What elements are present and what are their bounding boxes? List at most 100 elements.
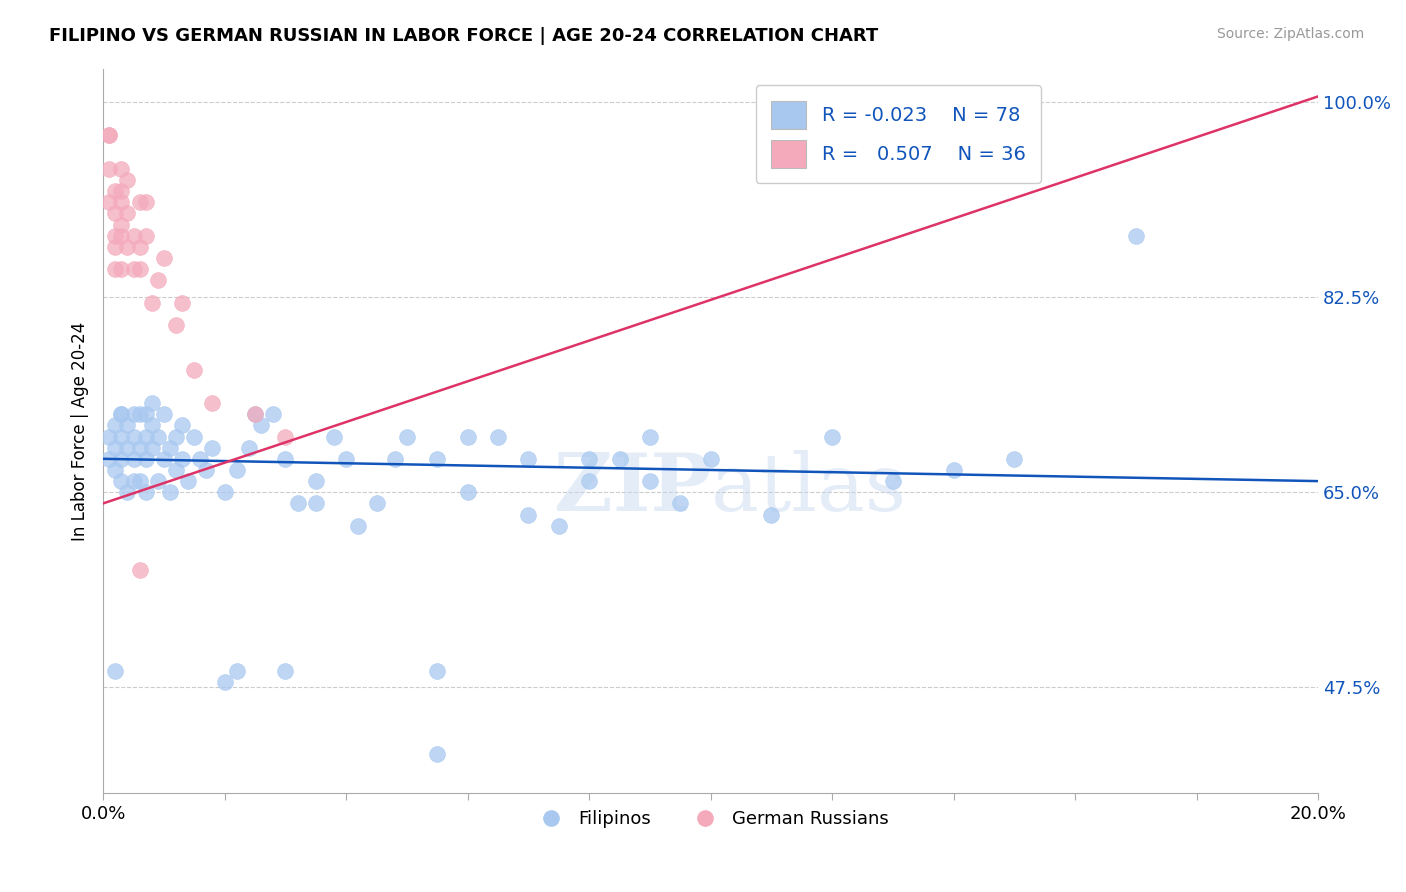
Point <box>122 228 145 243</box>
Point <box>110 429 132 443</box>
Point <box>104 206 127 220</box>
Point <box>457 429 479 443</box>
Point <box>117 206 139 220</box>
Point <box>486 429 509 443</box>
Point <box>104 664 127 678</box>
Point <box>517 451 540 466</box>
Point <box>517 508 540 522</box>
Point <box>942 463 965 477</box>
Point <box>243 407 266 421</box>
Point <box>172 418 194 433</box>
Text: Source: ZipAtlas.com: Source: ZipAtlas.com <box>1216 27 1364 41</box>
Point <box>323 429 346 443</box>
Point <box>426 664 449 678</box>
Point <box>117 418 139 433</box>
Point <box>122 262 145 277</box>
Point <box>1002 451 1025 466</box>
Point <box>153 451 176 466</box>
Point <box>104 228 127 243</box>
Point <box>98 161 121 176</box>
Point <box>141 396 163 410</box>
Point <box>172 295 194 310</box>
Point <box>135 228 157 243</box>
Point <box>110 407 132 421</box>
Point <box>225 664 247 678</box>
Point <box>98 195 121 210</box>
Point <box>141 295 163 310</box>
Point <box>110 262 132 277</box>
Point <box>135 407 157 421</box>
Point <box>141 418 163 433</box>
Point <box>122 474 145 488</box>
Point <box>128 441 150 455</box>
Point <box>578 474 600 488</box>
Point <box>159 441 181 455</box>
Legend: Filipinos, German Russians: Filipinos, German Russians <box>526 803 896 835</box>
Point <box>153 251 176 265</box>
Point <box>110 218 132 232</box>
Point <box>104 240 127 254</box>
Point <box>547 518 569 533</box>
Point <box>110 451 132 466</box>
Point <box>98 451 121 466</box>
Point <box>183 429 205 443</box>
Point <box>305 496 328 510</box>
Point <box>195 463 218 477</box>
Point <box>165 318 187 332</box>
Point <box>274 451 297 466</box>
Point <box>250 418 273 433</box>
Point <box>426 747 449 762</box>
Point <box>141 441 163 455</box>
Point <box>110 474 132 488</box>
Point <box>104 418 127 433</box>
Point <box>104 262 127 277</box>
Point <box>1125 228 1147 243</box>
Point <box>117 441 139 455</box>
Point <box>426 451 449 466</box>
Point <box>98 128 121 143</box>
Point <box>165 429 187 443</box>
Text: atlas: atlas <box>710 450 905 528</box>
Point <box>117 173 139 187</box>
Point <box>153 407 176 421</box>
Point <box>669 496 692 510</box>
Point <box>122 429 145 443</box>
Point <box>159 485 181 500</box>
Point <box>821 429 844 443</box>
Point <box>238 441 260 455</box>
Point <box>366 496 388 510</box>
Point <box>98 128 121 143</box>
Point <box>274 664 297 678</box>
Point <box>274 429 297 443</box>
Point <box>638 474 661 488</box>
Y-axis label: In Labor Force | Age 20-24: In Labor Force | Age 20-24 <box>72 321 89 541</box>
Point <box>384 451 406 466</box>
Point <box>146 273 169 287</box>
Point <box>135 195 157 210</box>
Point <box>638 429 661 443</box>
Point <box>128 240 150 254</box>
Point <box>135 451 157 466</box>
Point <box>347 518 370 533</box>
Text: ZIP: ZIP <box>554 450 710 528</box>
Point <box>128 407 150 421</box>
Point <box>287 496 309 510</box>
Point <box>110 228 132 243</box>
Point <box>243 407 266 421</box>
Point <box>335 451 357 466</box>
Point <box>135 485 157 500</box>
Point <box>262 407 284 421</box>
Point <box>305 474 328 488</box>
Point <box>104 441 127 455</box>
Point <box>457 485 479 500</box>
Point <box>395 429 418 443</box>
Point <box>135 429 157 443</box>
Point <box>104 184 127 198</box>
Point <box>165 463 187 477</box>
Point <box>183 362 205 376</box>
Point <box>201 396 224 410</box>
Point <box>699 451 721 466</box>
Point <box>110 407 132 421</box>
Point <box>761 508 783 522</box>
Point <box>110 161 132 176</box>
